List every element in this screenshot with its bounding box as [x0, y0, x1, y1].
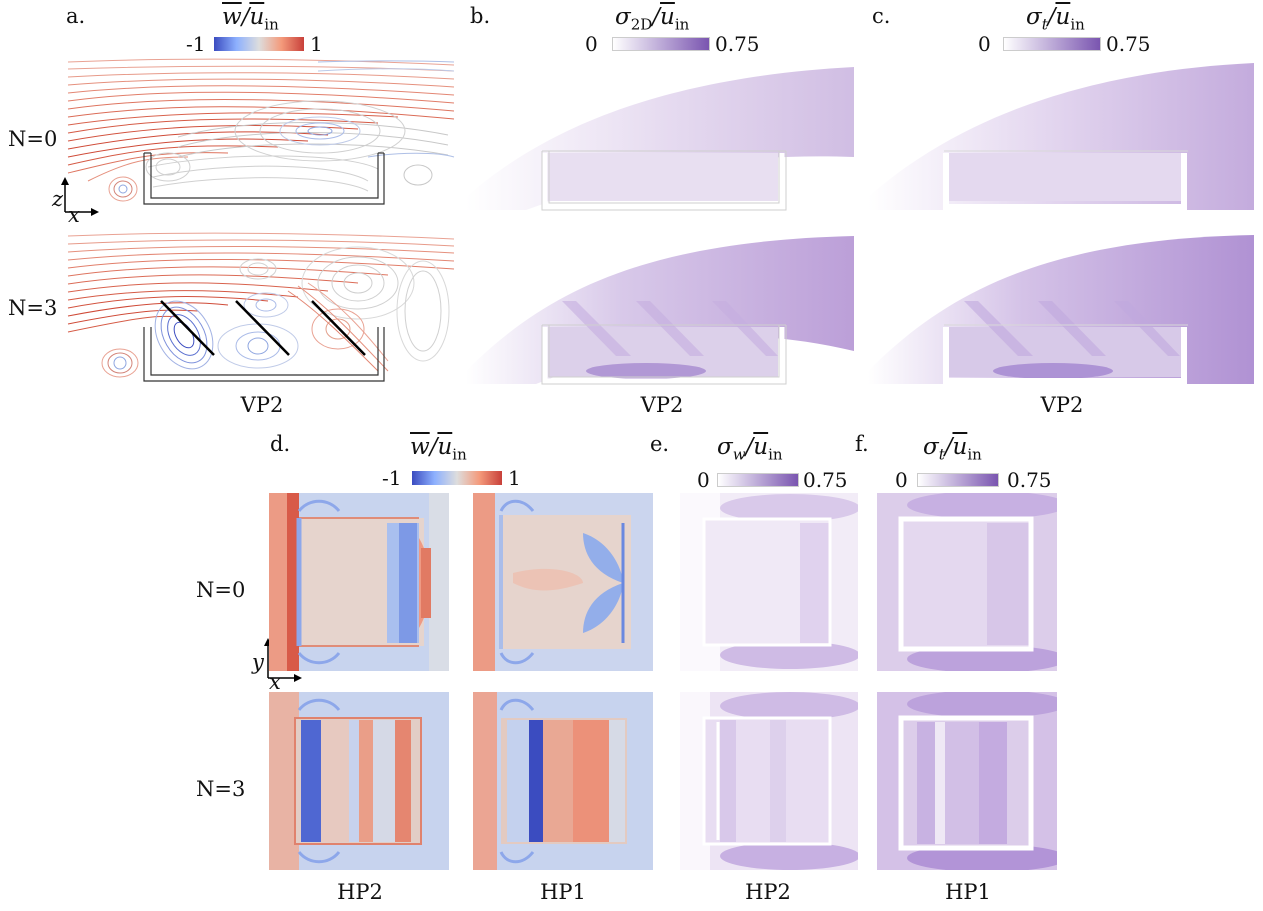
colorbar-max: 1 — [508, 466, 521, 490]
caption-d-hp2: HP2 — [337, 880, 383, 904]
caption-c: VP2 — [1040, 393, 1084, 417]
panel-letter-c: c. — [872, 4, 891, 28]
colorbar-gradient — [412, 471, 502, 485]
axis-indicator-xz — [61, 177, 99, 216]
colorbar-gradient — [612, 37, 710, 51]
colorbar-max: 1 — [310, 32, 323, 56]
colorbar-max: 0.75 — [1106, 32, 1151, 56]
caption-e-hp2: HP2 — [745, 880, 791, 904]
colorbar-min: -1 — [382, 466, 402, 490]
panel-letter-e: e. — [650, 432, 670, 456]
colorbar-w-bottom: w/uin -1 1 — [382, 434, 521, 490]
colorbar-gradient — [214, 37, 304, 51]
sigmat-plot-n3 — [868, 231, 1254, 384]
sigma2d-plot-n3 — [466, 231, 854, 385]
panel-letter-a: a. — [66, 4, 86, 28]
colorbar-max: 0.75 — [803, 468, 848, 492]
caption-a: VP2 — [240, 393, 284, 417]
panel-letter-f: f. — [855, 432, 869, 456]
colorbar-min: 0 — [978, 32, 991, 56]
row-label-n3-bottom: N=3 — [196, 777, 246, 801]
colorbar-gradient — [917, 473, 999, 487]
panel-letter-d: d. — [270, 432, 291, 456]
w-plane-hp2-n3 — [269, 692, 449, 870]
streamline-plot-n3 — [67, 232, 455, 382]
sigmaw-plane-n0 — [680, 493, 858, 671]
colorbar-gradient — [717, 473, 799, 487]
row-label-n0-top: N=0 — [8, 127, 58, 151]
w-plane-hp2-n0 — [269, 493, 449, 671]
caption-b: VP2 — [640, 393, 684, 417]
w-plane-hp1-n0 — [473, 493, 653, 671]
colorbar-sigmaw: σw/uin 0 0.75 — [697, 434, 848, 492]
sigmaw-plane-n3 — [680, 692, 858, 870]
row-label-n3-top: N=3 — [8, 296, 58, 320]
colorbar-max: 0.75 — [715, 32, 760, 56]
sigmat-plane-n3 — [877, 692, 1057, 870]
row-label-n0-bottom: N=0 — [196, 578, 246, 602]
colorbar-sigmat-bottom: σt/uin 0 0.75 — [895, 434, 1052, 492]
sigmat-plot-n0 — [868, 57, 1254, 210]
colorbar-min: 0 — [585, 32, 598, 56]
streamline-plot-n0 — [67, 58, 455, 205]
panel-letter-b: b. — [470, 4, 491, 28]
colorbar-sigma2d: σ2D/uin 0 0.75 — [585, 4, 760, 56]
colorbar-sigmat-top: σt/uin 0 0.75 — [978, 4, 1151, 56]
axis-label-z: z — [52, 187, 64, 211]
axis-label-y: y — [252, 650, 264, 674]
caption-d-hp1: HP1 — [540, 880, 586, 904]
colorbar-w-top: w/uin -1 1 — [186, 4, 323, 56]
sigma2d-plot-n0 — [466, 57, 854, 211]
colorbar-min: 0 — [895, 468, 908, 492]
colorbar-min: -1 — [186, 32, 206, 56]
colorbar-max: 0.75 — [1007, 468, 1052, 492]
axis-label-x: x — [68, 203, 80, 227]
sigmat-plane-n0 — [877, 493, 1057, 671]
colorbar-min: 0 — [697, 468, 710, 492]
w-plane-hp1-n3 — [473, 692, 653, 870]
axis-label-x-bottom: x — [269, 670, 281, 694]
caption-f-hp1: HP1 — [945, 880, 991, 904]
colorbar-gradient — [1003, 37, 1101, 51]
